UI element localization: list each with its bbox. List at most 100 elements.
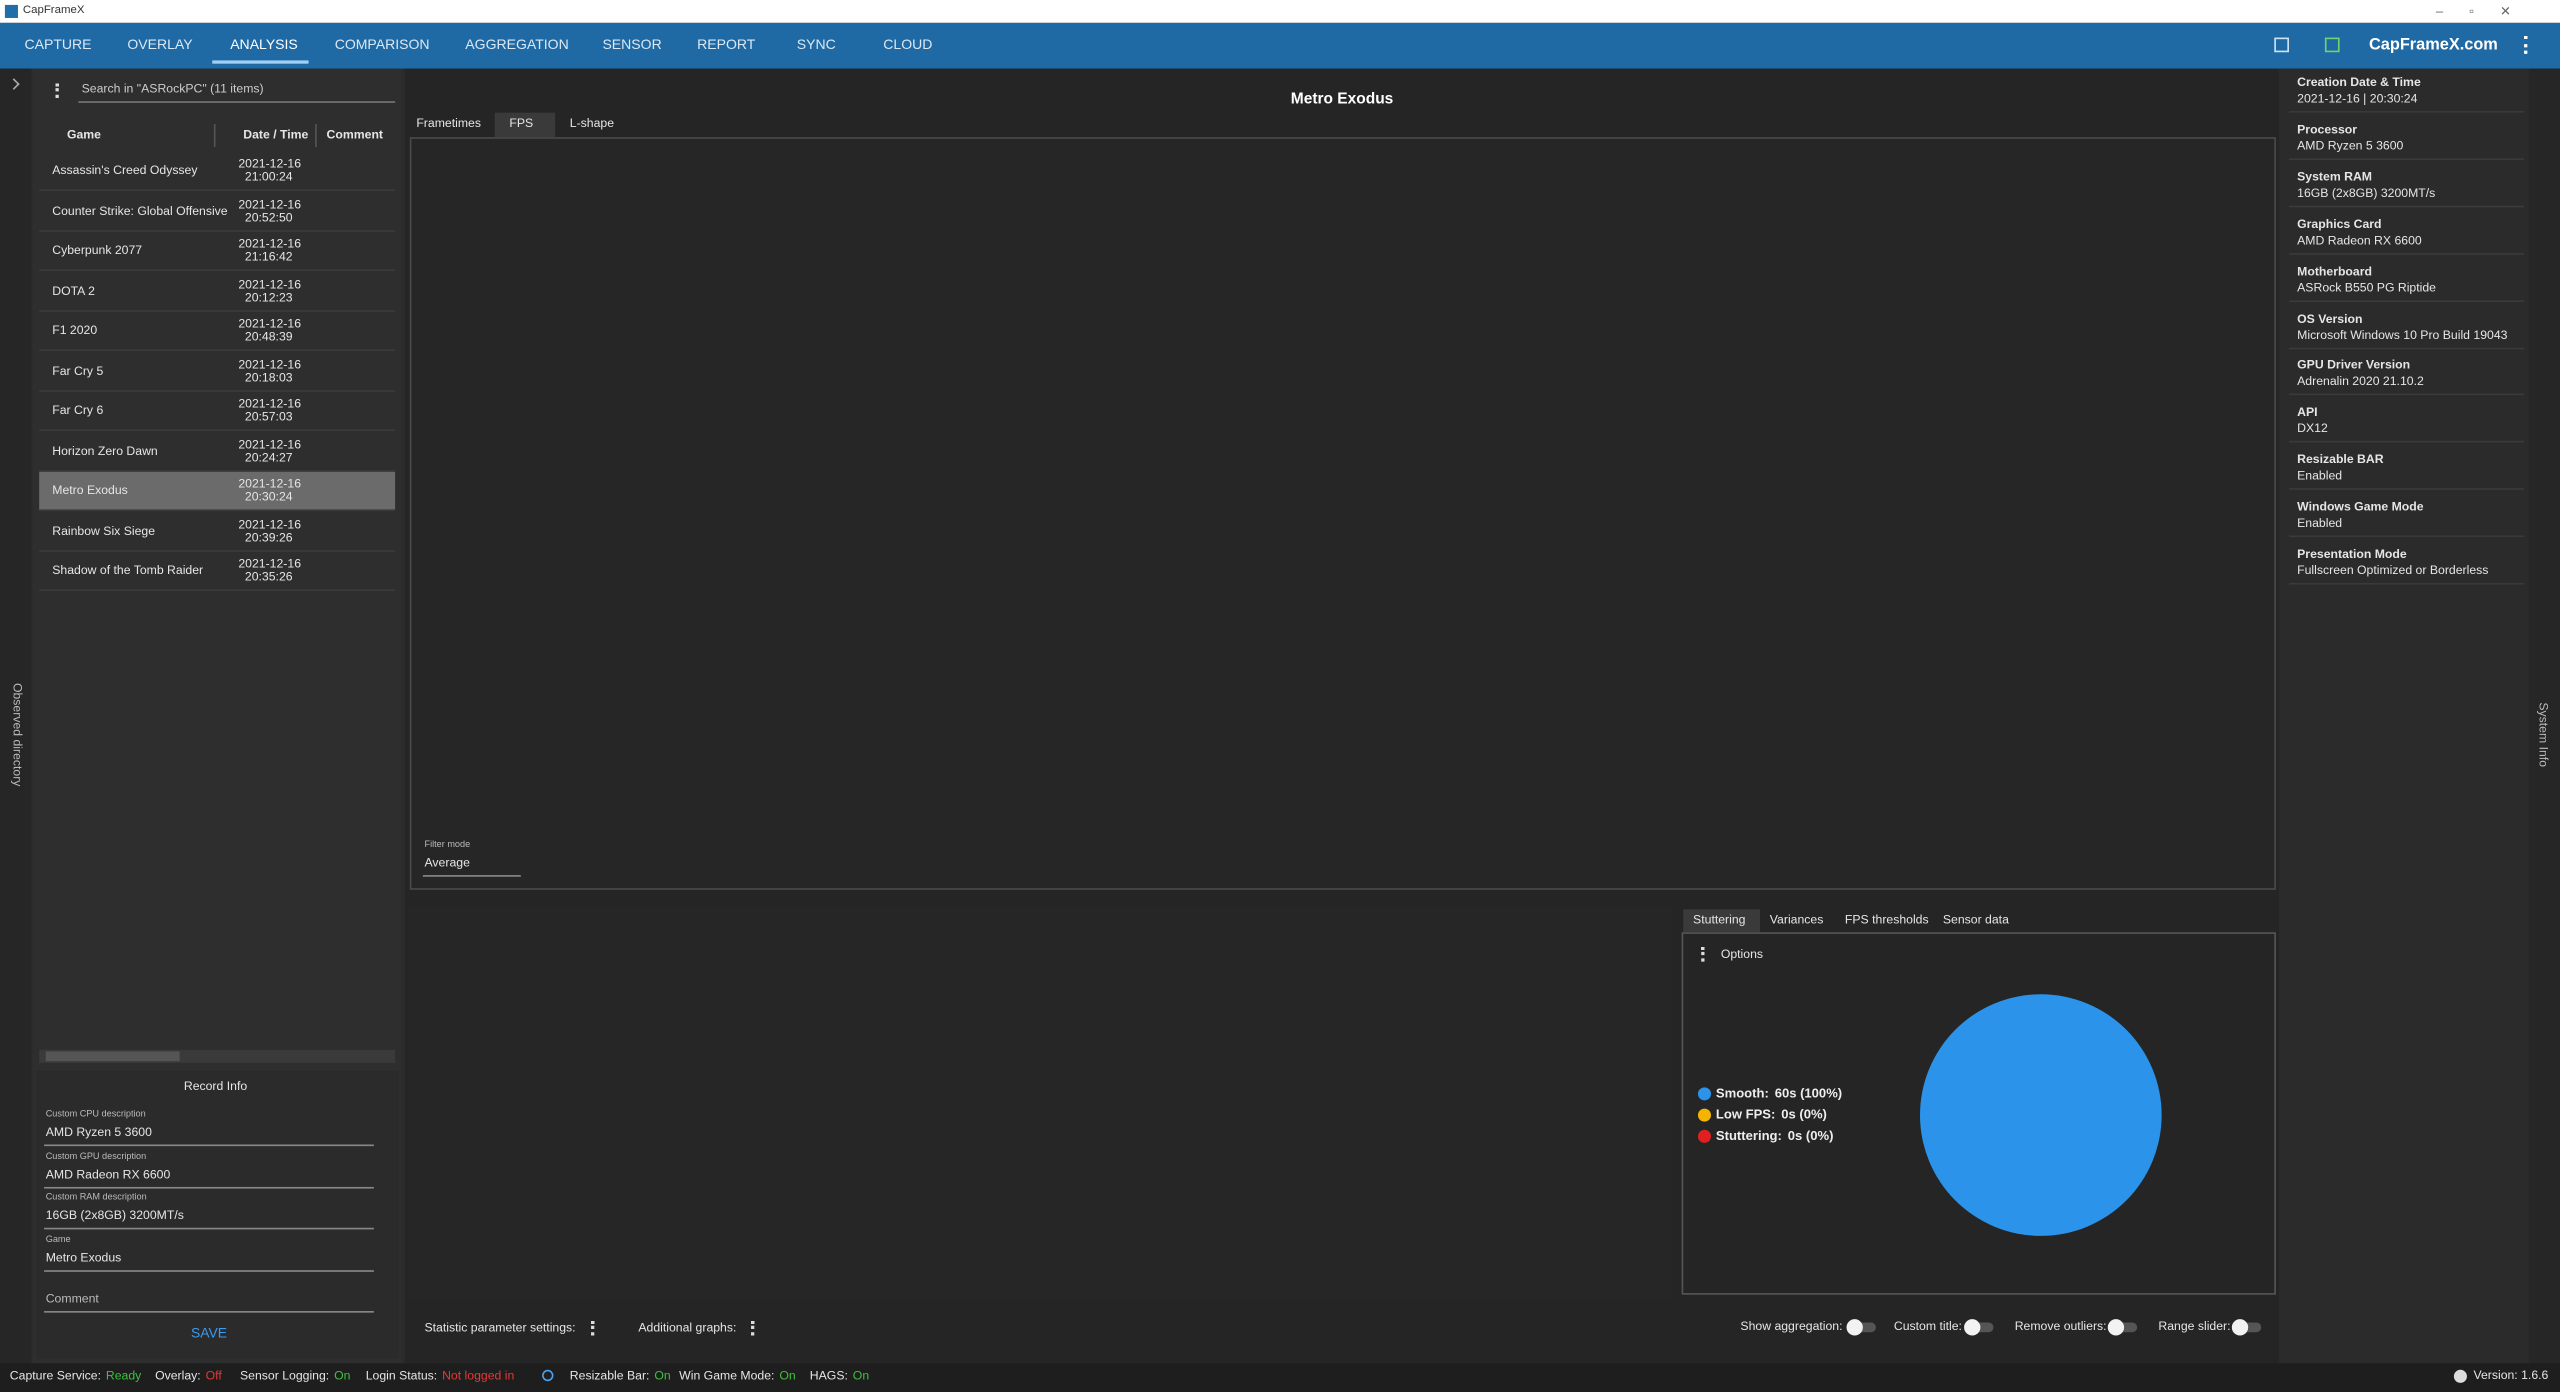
field-value[interactable]: 16GB (2x8GB) 3200MT/s bbox=[45, 1207, 184, 1223]
status-label: Sensor Logging: bbox=[239, 1368, 330, 1383]
search-menu[interactable] bbox=[55, 83, 63, 98]
toggle-knob[interactable] bbox=[2107, 1319, 2125, 1336]
nav-tab[interactable]: REPORT bbox=[697, 36, 756, 53]
field-value[interactable]: AMD Radeon RX 6600 bbox=[45, 1166, 171, 1181]
status-label: HAGS: bbox=[809, 1368, 848, 1383]
toggle-track[interactable] bbox=[2235, 1322, 2262, 1333]
comment-field[interactable]: Comment bbox=[45, 1290, 99, 1306]
stats-tab[interactable]: Sensor data bbox=[1942, 912, 2009, 927]
list-header[interactable]: Comment bbox=[326, 126, 384, 142]
site-link[interactable]: CapFrameX.com bbox=[2368, 36, 2498, 55]
info-divider bbox=[2288, 252, 2525, 255]
record-row[interactable] bbox=[39, 152, 396, 192]
record-date: 2021-12-16 bbox=[238, 156, 302, 171]
record-time: 20:12:23 bbox=[244, 289, 293, 304]
toggle-knob[interactable] bbox=[1964, 1319, 1981, 1336]
refresh-icon[interactable] bbox=[542, 1369, 554, 1382]
chart-tab[interactable]: FPS bbox=[509, 115, 534, 131]
record-row[interactable] bbox=[39, 352, 396, 392]
info-divider bbox=[2288, 394, 2525, 396]
record-date: 2021-12-16 bbox=[238, 316, 302, 331]
h-scroll-thumb[interactable] bbox=[45, 1051, 180, 1062]
status-value: Ready bbox=[105, 1368, 142, 1383]
record-date: 2021-12-16 bbox=[238, 236, 302, 251]
record-row[interactable] bbox=[39, 512, 396, 552]
record-game: Far Cry 5 bbox=[52, 362, 104, 378]
search-box[interactable]: Search in "ASRockPC" (11 items) bbox=[81, 81, 264, 96]
control-dots[interactable] bbox=[591, 1320, 598, 1336]
nav-tab[interactable]: CLOUD bbox=[883, 36, 933, 53]
nav-icons[interactable] bbox=[2324, 37, 2340, 53]
record-date: 2021-12-16 bbox=[238, 276, 302, 291]
chart-tab[interactable]: Frametimes bbox=[416, 115, 481, 131]
control-dots[interactable] bbox=[751, 1320, 758, 1336]
nav-tab[interactable]: AGGREGATION bbox=[465, 36, 569, 53]
record-row[interactable] bbox=[39, 232, 396, 272]
record-date: 2021-12-16 bbox=[238, 516, 302, 531]
info-label: API bbox=[2297, 404, 2318, 420]
status-value: On bbox=[852, 1368, 870, 1383]
filter-select[interactable]: Average bbox=[424, 854, 470, 870]
stats-tab[interactable]: Stuttering bbox=[1693, 912, 1746, 927]
info-divider bbox=[2288, 346, 2525, 349]
record-row[interactable] bbox=[39, 312, 396, 352]
system-info-tab[interactable]: System Info bbox=[2536, 702, 2551, 768]
field-value[interactable]: AMD Ryzen 5 3600 bbox=[45, 1124, 152, 1140]
info-label: Windows Game Mode bbox=[2297, 499, 2424, 514]
record-row[interactable] bbox=[39, 272, 396, 312]
options[interactable]: Options bbox=[1720, 946, 1764, 962]
status-value: On bbox=[654, 1368, 671, 1383]
toggle-knob[interactable] bbox=[2231, 1319, 2249, 1336]
record-row[interactable] bbox=[39, 432, 396, 472]
legend-value: 0s (0%) bbox=[1781, 1107, 1827, 1122]
nav-tab[interactable]: CAPTURE bbox=[24, 36, 92, 53]
legend-name: Smooth: bbox=[1716, 1085, 1769, 1100]
record-row[interactable] bbox=[39, 471, 396, 512]
nav-icons[interactable] bbox=[2274, 37, 2289, 53]
status-label: Win Game Mode: bbox=[679, 1368, 775, 1383]
menu-dots[interactable] bbox=[2524, 35, 2531, 54]
record-time: 20:18:03 bbox=[244, 369, 293, 384]
left-strip bbox=[0, 68, 32, 1364]
nav-tab[interactable]: SYNC bbox=[796, 36, 836, 53]
sort-arrow bbox=[47, 129, 58, 142]
record-game: DOTA 2 bbox=[52, 282, 95, 298]
record-row[interactable] bbox=[39, 552, 396, 592]
record-date: 2021-12-16 bbox=[238, 396, 302, 411]
record-game: Counter Strike: Global Offensive bbox=[52, 202, 228, 218]
stats-tab[interactable]: Variances bbox=[1769, 912, 1824, 927]
window-title: CapFrameX bbox=[22, 4, 85, 17]
observed-directory: Observed directory bbox=[10, 682, 25, 787]
record-row[interactable] bbox=[39, 392, 396, 432]
field-underline bbox=[44, 1144, 374, 1147]
info-label: OS Version bbox=[2297, 310, 2363, 326]
control-label[interactable]: Additional graphs: bbox=[638, 1320, 737, 1335]
record-time: 20:24:27 bbox=[244, 449, 293, 464]
nav-tab[interactable]: OVERLAY bbox=[127, 36, 193, 53]
record-time: 21:00:24 bbox=[244, 169, 293, 184]
chart-tab[interactable]: L-shape bbox=[569, 115, 615, 131]
toggle-track[interactable] bbox=[1967, 1322, 1994, 1333]
toggle-knob[interactable] bbox=[1846, 1319, 1863, 1336]
nav-tab[interactable]: COMPARISON bbox=[334, 36, 430, 53]
field-underline bbox=[44, 1227, 374, 1230]
record-row[interactable] bbox=[39, 192, 396, 232]
bar-panel bbox=[408, 906, 1674, 1298]
options-dots[interactable] bbox=[1701, 946, 1708, 962]
list-header[interactable]: Game bbox=[66, 126, 101, 142]
stats-tab[interactable]: FPS thresholds bbox=[1844, 912, 1929, 927]
nav-tab[interactable]: SENSOR bbox=[602, 36, 662, 53]
field-label: Custom RAM description bbox=[45, 1193, 147, 1203]
window-controls[interactable]: –▫✕ bbox=[2435, 3, 2538, 19]
field-label: Custom CPU description bbox=[45, 1109, 146, 1120]
control-label[interactable]: Statistic parameter settings: bbox=[424, 1320, 576, 1335]
info-label: GPU Driver Version bbox=[2297, 357, 2411, 373]
field-value[interactable]: Metro Exodus bbox=[45, 1249, 122, 1264]
list-header[interactable]: Date / Time bbox=[243, 126, 309, 142]
save-button[interactable]: SAVE bbox=[190, 1324, 227, 1341]
nav-tab[interactable]: ANALYSIS bbox=[230, 36, 298, 53]
toggle-track[interactable] bbox=[1849, 1322, 1876, 1333]
status-label: Login Status: bbox=[365, 1368, 438, 1383]
toggle-track[interactable] bbox=[2111, 1322, 2138, 1333]
